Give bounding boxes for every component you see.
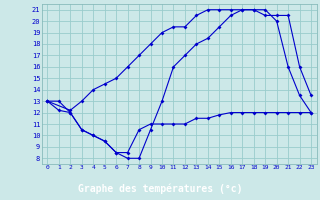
Text: Graphe des températures (°c): Graphe des températures (°c) [78,183,242,194]
